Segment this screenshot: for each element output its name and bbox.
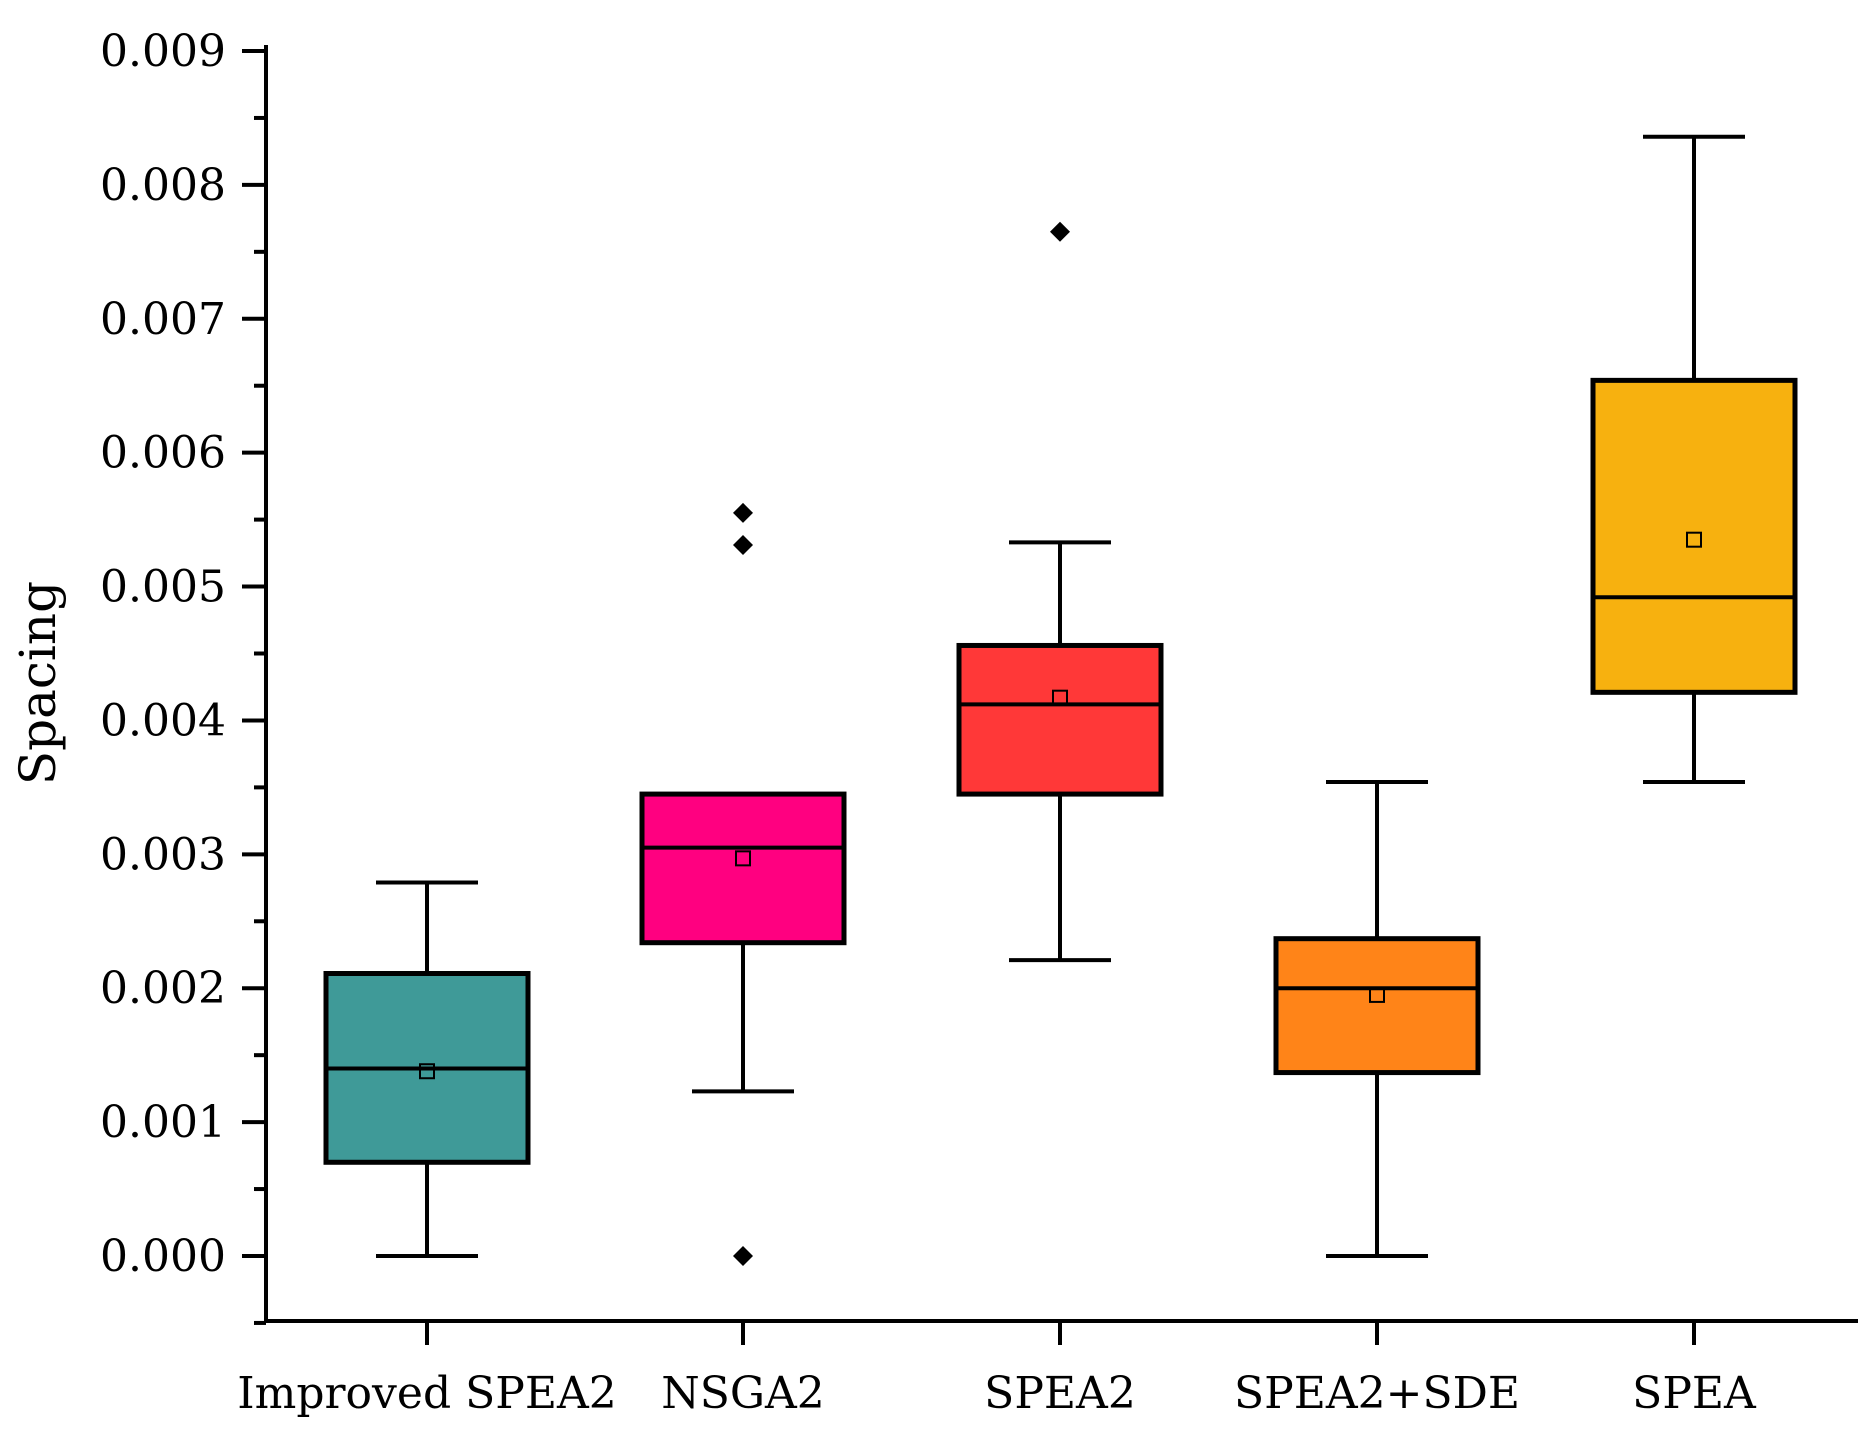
box-group xyxy=(1273,780,1481,1258)
box-group xyxy=(323,880,531,1258)
x-category-label: Improved SPEA2 xyxy=(237,1368,616,1419)
y-tick-label: 0.006 xyxy=(100,428,226,479)
y-tick-label: 0.004 xyxy=(100,695,226,746)
outlier-point xyxy=(733,1246,753,1266)
y-tick-label: 0.003 xyxy=(100,829,226,880)
x-ticks: Improved SPEA2 NSGA2 SPEA2 SPEA2+SDE SPEA xyxy=(237,1321,1757,1419)
iqr-box xyxy=(956,642,1164,797)
x-category-label: SPEA2 xyxy=(984,1368,1136,1419)
box-group xyxy=(956,221,1164,963)
x-category-label: NSGA2 xyxy=(661,1368,825,1419)
y-ticks: 0.000 0.001 0.002 0.003 0.004 0.005 0.006 0.007… xyxy=(100,26,266,1325)
mean-marker xyxy=(419,1063,435,1080)
outlier-point xyxy=(1050,221,1070,242)
y-tick-label: 0.005 xyxy=(100,562,226,613)
iqr-box xyxy=(1273,936,1481,1076)
mean-marker xyxy=(1686,531,1702,548)
y-tick-label: 0.008 xyxy=(100,160,226,211)
y-tick-label: 0.001 xyxy=(100,1097,226,1148)
iqr-box xyxy=(639,791,847,946)
y-tick-label: 0.007 xyxy=(100,294,226,345)
outlier-point xyxy=(733,535,753,556)
y-tick-label: 0.009 xyxy=(100,26,226,77)
mean-marker xyxy=(735,850,751,867)
mean-marker xyxy=(1052,689,1068,706)
x-category-label: SPEA xyxy=(1632,1368,1757,1419)
y-axis-title: Spacing xyxy=(9,581,67,785)
outlier-point xyxy=(733,502,753,523)
y-tick-label: 0.002 xyxy=(100,963,226,1014)
box-group xyxy=(1590,134,1798,785)
y-tick-label: 0.000 xyxy=(100,1231,226,1282)
mean-marker xyxy=(1369,986,1385,1003)
iqr-box xyxy=(1590,377,1798,695)
x-category-label: SPEA2+SDE xyxy=(1234,1368,1520,1419)
plot-area xyxy=(323,134,1798,1266)
box-group xyxy=(639,502,847,1266)
